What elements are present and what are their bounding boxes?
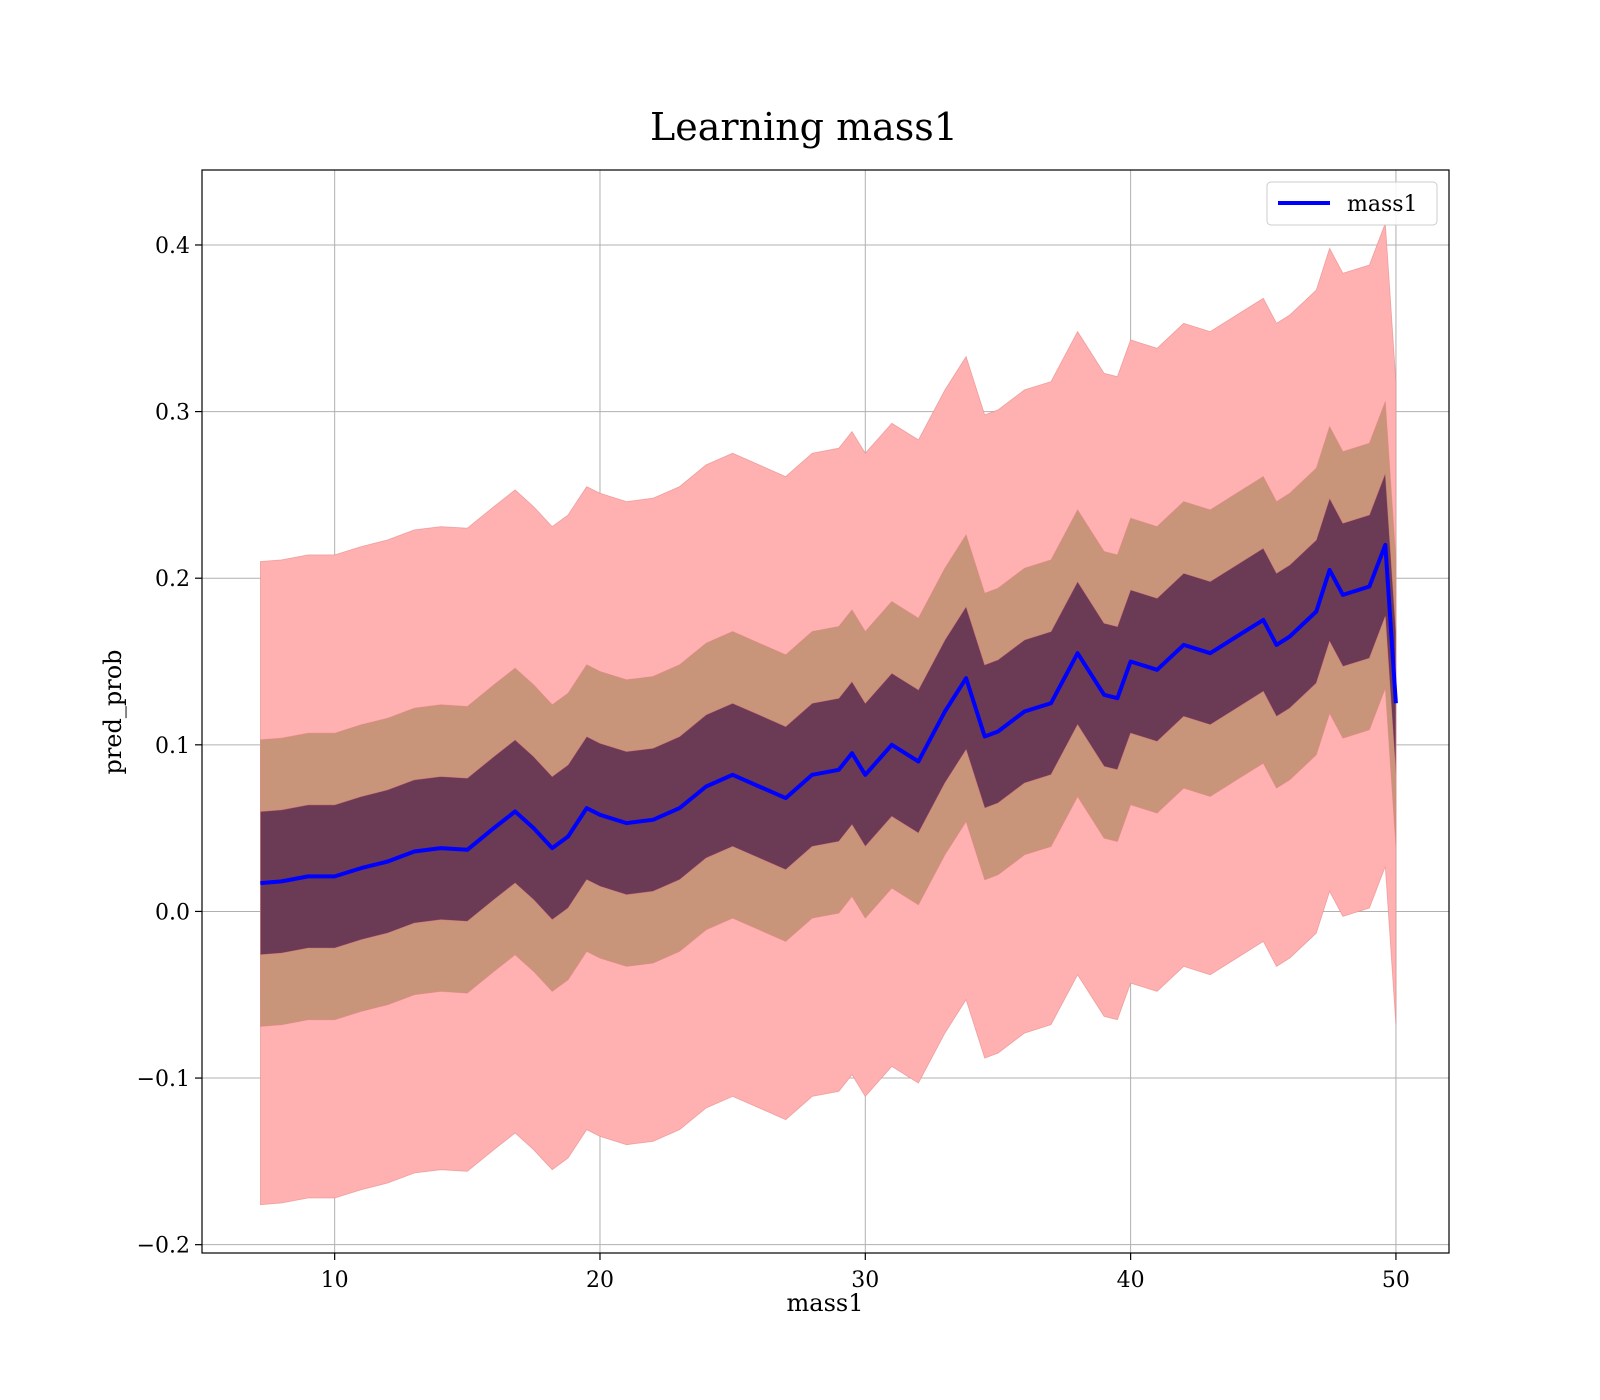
x-tick-label: 10 — [321, 1268, 349, 1293]
confidence-band-1 — [259, 473, 1397, 956]
x-tick-label: 20 — [586, 1268, 614, 1293]
legend: mass1 — [1266, 181, 1438, 226]
legend-box — [1266, 181, 1438, 226]
series-lines — [260, 542, 1398, 886]
y-tick-label: −0.1 — [137, 1067, 190, 1092]
y-tick-label: 0.1 — [155, 734, 190, 759]
y-tick-label: −0.2 — [137, 1234, 190, 1259]
y-tick-label: 0.0 — [155, 900, 190, 925]
series-line-mass1 — [260, 542, 1398, 886]
y-tick-label: 0.3 — [155, 401, 190, 426]
y-tick-label: 0.4 — [155, 234, 190, 259]
plot-frame — [201, 169, 1450, 1254]
confidence-bands — [259, 223, 1397, 1206]
legend-label-mass1: mass1 — [1347, 192, 1418, 217]
x-tick-label: 40 — [1117, 1268, 1145, 1293]
y-axis-label: pred_prob — [99, 649, 127, 774]
x-tick-label: 50 — [1382, 1268, 1410, 1293]
x-tick-label: 30 — [851, 1268, 879, 1293]
y-tick-label: 0.2 — [155, 567, 190, 592]
chart-title: Learning mass1 — [650, 105, 958, 149]
x-axis-label: mass1 — [787, 1289, 864, 1317]
axis-ticks: 10 20 30 40 50 −0.2 −0.1 0.0 0.1 0.2 0.3 0.4 — [137, 234, 1410, 1293]
